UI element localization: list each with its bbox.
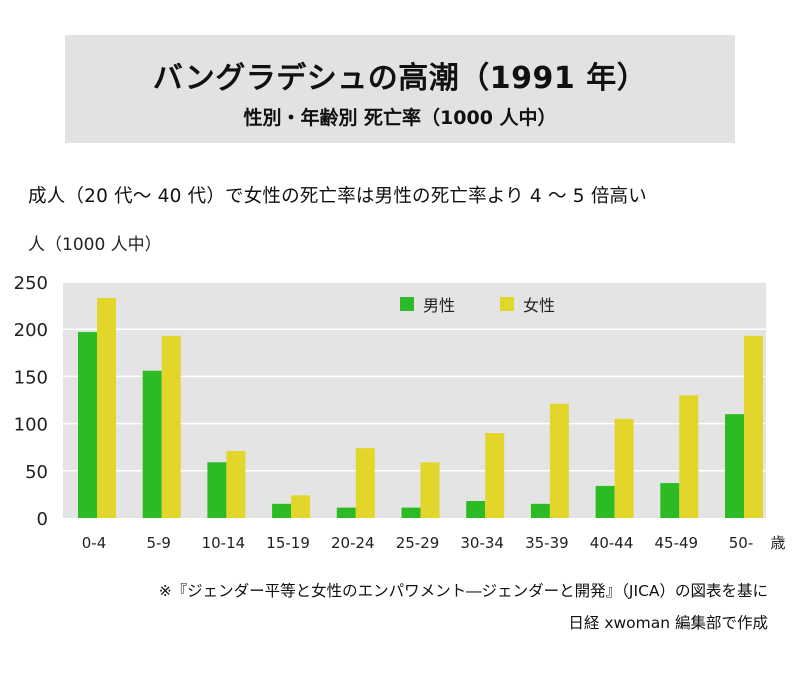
bar-male-25-29 bbox=[401, 507, 421, 518]
bar-female-0-4 bbox=[97, 298, 116, 518]
x-tick-label: 5-9 bbox=[146, 534, 171, 552]
bar-female-15-19 bbox=[291, 495, 311, 518]
source-line-1: ※『ジェンダー平等と女性のエンパワメント―ジェンダーと開発』（JICA）の図表を… bbox=[158, 582, 768, 600]
chart-subtitle: 性別・年齢別 死亡率（1000 人中） bbox=[243, 107, 557, 129]
x-tick-label: 40-44 bbox=[590, 534, 634, 552]
x-tick-label: 20-24 bbox=[331, 534, 375, 552]
legend-label-female: 女性 bbox=[523, 296, 555, 315]
bar-male-0-4 bbox=[78, 332, 97, 518]
bar-female-40-44 bbox=[614, 418, 634, 518]
x-tick-label: 10-14 bbox=[202, 534, 246, 552]
y-tick-label: 200 bbox=[14, 320, 48, 341]
bar-male-10-14 bbox=[207, 462, 227, 518]
x-tick-label: 25-29 bbox=[396, 534, 440, 552]
title-box: バングラデシュの高潮（1991 年） 性別・年齢別 死亡率（1000 人中） bbox=[65, 35, 735, 143]
bar-male-45-49 bbox=[660, 483, 680, 518]
x-tick-label: 0-4 bbox=[82, 534, 107, 552]
bar-female-50- bbox=[744, 335, 763, 518]
x-tick-label: 45-49 bbox=[655, 534, 699, 552]
x-axis-label: 歳 bbox=[770, 534, 785, 552]
bar-male-35-39 bbox=[530, 503, 550, 518]
bar-male-50- bbox=[725, 414, 744, 518]
y-tick-label: 50 bbox=[25, 462, 48, 483]
legend-label-male: 男性 bbox=[423, 296, 455, 315]
bar-female-45-49 bbox=[679, 395, 699, 518]
legend-swatch-female bbox=[500, 297, 514, 311]
x-tick-label: 15-19 bbox=[266, 534, 310, 552]
bar-male-20-24 bbox=[336, 507, 356, 518]
bar-female-10-14 bbox=[226, 450, 246, 518]
y-tick-label: 150 bbox=[14, 367, 48, 388]
x-tick-label: 30-34 bbox=[460, 534, 504, 552]
bar-female-20-24 bbox=[355, 448, 375, 518]
bar-female-5-9 bbox=[161, 335, 181, 518]
bar-male-40-44 bbox=[595, 485, 615, 518]
legend-swatch-male bbox=[400, 297, 414, 311]
bar-male-5-9 bbox=[142, 370, 162, 518]
headline: 成人（20 代〜 40 代）で女性の死亡率は男性の死亡率より 4 〜 5 倍高い bbox=[28, 186, 647, 207]
x-tick-label: 50- bbox=[729, 534, 754, 552]
bar-female-25-29 bbox=[420, 462, 440, 518]
y-axis-label: 人（1000 人中） bbox=[28, 235, 162, 255]
chart-title: バングラデシュの高潮（1991 年） bbox=[152, 61, 648, 96]
y-tick-label: 250 bbox=[14, 273, 48, 294]
source-note: ※『ジェンダー平等と女性のエンパワメント―ジェンダーと開発』（JICA）の図表を… bbox=[159, 575, 768, 639]
bar-male-15-19 bbox=[272, 503, 292, 518]
bar-female-30-34 bbox=[485, 433, 505, 518]
y-tick-label: 100 bbox=[14, 415, 48, 436]
source-line-2: 日経 xwoman 編集部で作成 bbox=[568, 614, 768, 632]
bar-female-35-39 bbox=[549, 403, 569, 518]
x-tick-label: 35-39 bbox=[525, 534, 569, 552]
bar-male-30-34 bbox=[466, 501, 486, 518]
y-tick-label: 0 bbox=[37, 509, 48, 530]
